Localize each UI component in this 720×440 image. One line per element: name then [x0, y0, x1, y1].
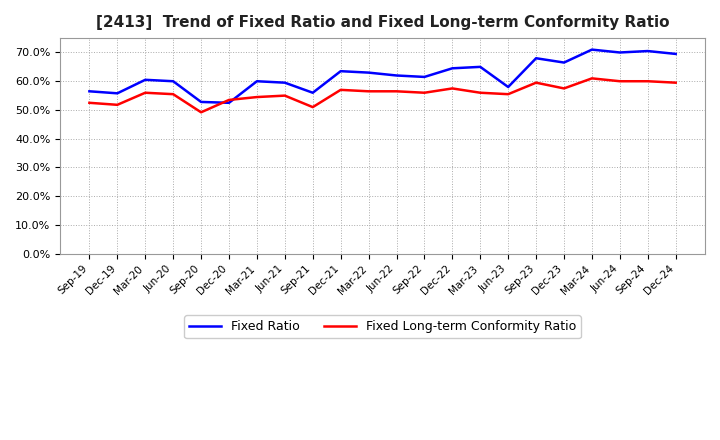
Fixed Ratio: [197, 99, 205, 105]
Fixed Ratio: [141, 77, 150, 82]
Fixed Ratio: [336, 69, 345, 74]
Fixed Long-term Conformity Ratio: [448, 86, 456, 91]
Fixed Long-term Conformity Ratio: [671, 80, 680, 85]
Fixed Long-term Conformity Ratio: [644, 79, 652, 84]
Fixed Ratio: [420, 74, 428, 80]
Fixed Long-term Conformity Ratio: [588, 76, 596, 81]
Fixed Ratio: [392, 73, 401, 78]
Fixed Long-term Conformity Ratio: [141, 90, 150, 95]
Fixed Ratio: [559, 60, 568, 65]
Fixed Long-term Conformity Ratio: [197, 110, 205, 115]
Fixed Long-term Conformity Ratio: [113, 102, 122, 107]
Fixed Ratio: [169, 79, 178, 84]
Fixed Long-term Conformity Ratio: [308, 104, 317, 110]
Fixed Long-term Conformity Ratio: [225, 97, 233, 103]
Fixed Long-term Conformity Ratio: [281, 93, 289, 98]
Fixed Ratio: [308, 90, 317, 95]
Fixed Long-term Conformity Ratio: [504, 92, 513, 97]
Fixed Long-term Conformity Ratio: [336, 87, 345, 92]
Fixed Long-term Conformity Ratio: [169, 92, 178, 97]
Fixed Long-term Conformity Ratio: [476, 90, 485, 95]
Fixed Ratio: [616, 50, 624, 55]
Fixed Ratio: [644, 48, 652, 54]
Fixed Long-term Conformity Ratio: [392, 89, 401, 94]
Fixed Ratio: [225, 100, 233, 106]
Fixed Long-term Conformity Ratio: [616, 79, 624, 84]
Fixed Long-term Conformity Ratio: [532, 80, 541, 85]
Line: Fixed Ratio: Fixed Ratio: [89, 50, 675, 103]
Line: Fixed Long-term Conformity Ratio: Fixed Long-term Conformity Ratio: [89, 78, 675, 112]
Fixed Ratio: [364, 70, 373, 75]
Fixed Long-term Conformity Ratio: [559, 86, 568, 91]
Fixed Long-term Conformity Ratio: [364, 89, 373, 94]
Fixed Ratio: [476, 64, 485, 70]
Fixed Long-term Conformity Ratio: [253, 95, 261, 100]
Fixed Ratio: [588, 47, 596, 52]
Fixed Ratio: [85, 89, 94, 94]
Fixed Ratio: [671, 51, 680, 57]
Title: [2413]  Trend of Fixed Ratio and Fixed Long-term Conformity Ratio: [2413] Trend of Fixed Ratio and Fixed Lo…: [96, 15, 670, 30]
Fixed Ratio: [281, 80, 289, 85]
Fixed Long-term Conformity Ratio: [85, 100, 94, 106]
Fixed Ratio: [113, 91, 122, 96]
Legend: Fixed Ratio, Fixed Long-term Conformity Ratio: Fixed Ratio, Fixed Long-term Conformity …: [184, 315, 581, 338]
Fixed Long-term Conformity Ratio: [420, 90, 428, 95]
Fixed Ratio: [532, 55, 541, 61]
Fixed Ratio: [253, 79, 261, 84]
Fixed Ratio: [504, 84, 513, 90]
Fixed Ratio: [448, 66, 456, 71]
